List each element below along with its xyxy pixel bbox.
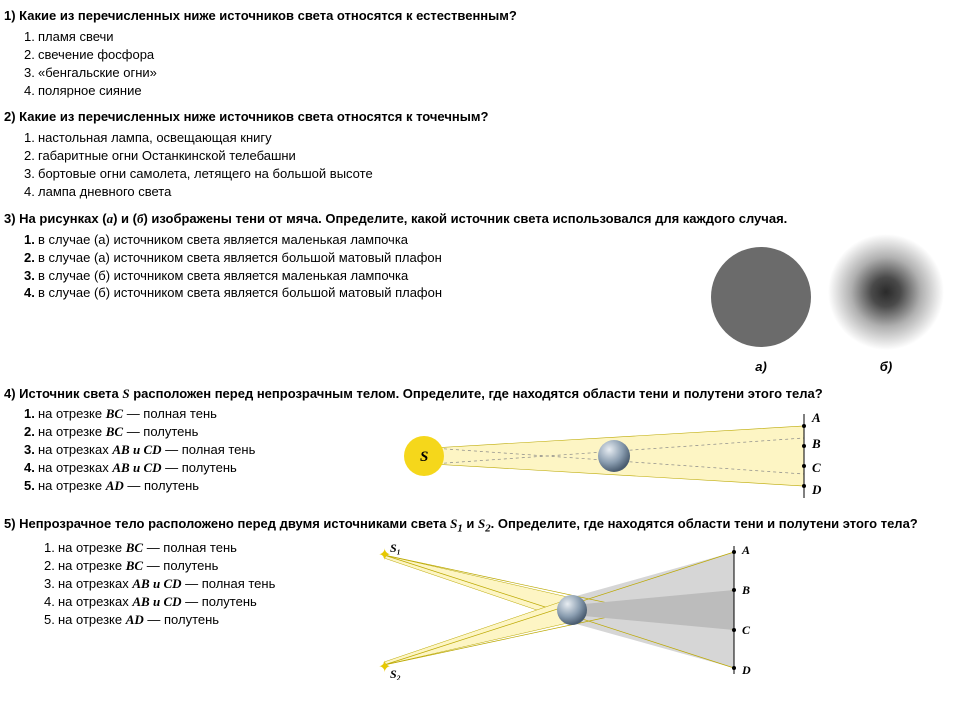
question-2: 2) Какие из перечисленных ниже источнико…: [4, 109, 956, 200]
q1-opt: 2.свечение фосфора: [24, 47, 956, 64]
svg-text:S₁: S₁: [390, 541, 401, 555]
q2-opt: 3.бортовые огни самолета, летящего на бо…: [24, 166, 956, 183]
q3-opt: 2.в случае (а) источником света является…: [24, 250, 706, 267]
q1-opt: 4.полярное сияние: [24, 83, 956, 100]
q5-opt: 4.на отрезках AB и CD — полутень: [44, 594, 344, 611]
q4-opt: 3.на отрезках AB и CD — полная тень: [24, 442, 364, 459]
q5-opt: 2.на отрезке BC — полутень: [44, 558, 344, 575]
q5-options: 1.на отрезке BC — полная тень 2.на отрез…: [44, 540, 344, 629]
svg-text:A: A: [741, 543, 750, 557]
q5-opt: 5.на отрезке AD — полутень: [44, 612, 344, 629]
q3-title: 3) На рисунках (а) и (б) изображены тени…: [4, 211, 956, 228]
q4-title: 4) Источник света S расположен перед неп…: [4, 386, 956, 403]
q2-opt: 2.габаритные огни Останкинской телебашни: [24, 148, 956, 165]
shadow-blur-icon: [826, 232, 946, 352]
q5-diagram: ✦ ✦ S₁ S₂ A B C D: [354, 540, 774, 680]
q3-opt: 3.в случае (б) источником света является…: [24, 268, 706, 285]
q4-opt: 2.на отрезке BC — полутень: [24, 424, 364, 441]
q3-opt: 4.в случае (б) источником света является…: [24, 285, 706, 302]
svg-text:S₂: S₂: [390, 667, 401, 680]
q1-options: 1.пламя свечи 2.свечение фосфора 3.«бенг…: [24, 29, 956, 100]
q5-title: 5) Непрозрачное тело расположено перед д…: [4, 516, 956, 536]
q4-opt: 4.на отрезках AB и CD — полутень: [24, 460, 364, 477]
q2-opt: 4.лампа дневного света: [24, 184, 956, 201]
q4-diagram: S A B C D: [374, 406, 834, 506]
q2-options: 1.настольная лампа, освещающая книгу 2.г…: [24, 130, 956, 201]
q3-options: 1.в случае (а) источником света является…: [24, 232, 706, 303]
q2-opt: 1.настольная лампа, освещающая книгу: [24, 130, 956, 147]
svg-text:D: D: [741, 663, 751, 677]
q5-opt: 1.на отрезке BC — полная тень: [44, 540, 344, 557]
fig-a-label: а): [706, 359, 816, 376]
question-5: 5) Непрозрачное тело расположено перед д…: [4, 516, 956, 680]
q5-opt: 3.на отрезках AB и CD — полная тень: [44, 576, 344, 593]
fig-b-label: б): [826, 359, 946, 376]
question-1: 1) Какие из перечисленных ниже источнико…: [4, 8, 956, 99]
svg-text:D: D: [811, 482, 822, 497]
q4-opt: 1.на отрезке BC — полная тень: [24, 406, 364, 423]
q4-options: 1.на отрезке BC — полная тень 2.на отрез…: [24, 406, 364, 495]
question-3: 3) На рисунках (а) и (б) изображены тени…: [4, 211, 956, 376]
svg-text:B: B: [811, 436, 821, 451]
q1-opt: 3.«бенгальские огни»: [24, 65, 956, 82]
q1-title: 1) Какие из перечисленных ниже источнико…: [4, 8, 956, 25]
shadow-sharp-icon: [706, 242, 816, 352]
question-4: 4) Источник света S расположен перед неп…: [4, 386, 956, 507]
q4-opt: 5.на отрезке AD — полутень: [24, 478, 364, 495]
q2-title: 2) Какие из перечисленных ниже источнико…: [4, 109, 956, 126]
svg-text:C: C: [742, 623, 751, 637]
svg-text:A: A: [811, 410, 821, 425]
svg-text:S: S: [420, 449, 428, 465]
q3-opt: 1.в случае (а) источником света является…: [24, 232, 706, 249]
q3-figures: а) б): [706, 232, 956, 376]
q1-opt: 1.пламя свечи: [24, 29, 956, 46]
svg-text:C: C: [812, 460, 821, 475]
svg-text:B: B: [741, 583, 750, 597]
